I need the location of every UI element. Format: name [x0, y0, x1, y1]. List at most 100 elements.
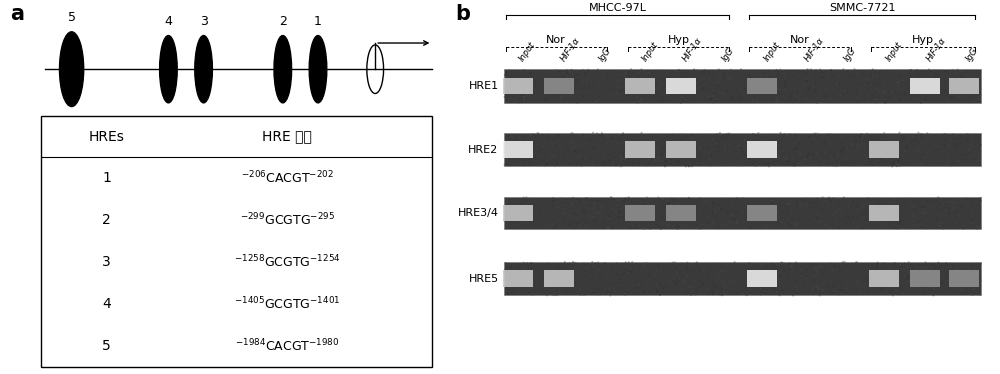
Point	[664, 274, 680, 280]
Point	[497, 162, 513, 168]
Point	[831, 224, 847, 230]
Point	[932, 287, 948, 293]
Point	[798, 275, 814, 281]
Point	[740, 280, 756, 286]
Point	[807, 266, 823, 272]
Point	[517, 70, 533, 76]
Point	[966, 265, 982, 271]
Point	[814, 220, 830, 226]
Point	[774, 145, 790, 151]
Point	[722, 200, 738, 206]
Point	[907, 137, 923, 143]
Point	[913, 284, 929, 290]
Point	[852, 132, 868, 138]
Point	[933, 212, 949, 218]
Point	[704, 84, 720, 90]
Text: HIF-1α: HIF-1α	[681, 36, 704, 63]
Point	[878, 72, 894, 78]
Point	[598, 275, 614, 280]
Point	[668, 288, 684, 294]
Point	[961, 95, 977, 101]
Point	[507, 225, 523, 231]
Point	[938, 93, 954, 99]
Point	[647, 79, 663, 85]
Point	[670, 91, 686, 97]
Point	[868, 97, 884, 103]
Point	[507, 93, 523, 99]
Point	[545, 195, 561, 201]
Point	[851, 79, 867, 85]
Point	[898, 79, 914, 85]
Point	[624, 268, 640, 274]
Point	[647, 157, 663, 163]
Point	[619, 199, 635, 205]
Point	[620, 284, 636, 290]
Point	[840, 145, 856, 151]
Point	[810, 285, 826, 291]
Point	[754, 288, 770, 294]
Point	[667, 216, 683, 222]
Point	[676, 277, 692, 283]
Point	[716, 139, 732, 145]
Point	[971, 148, 987, 154]
Point	[692, 87, 708, 93]
Point	[902, 71, 918, 77]
Point	[578, 70, 594, 76]
Point	[500, 85, 516, 91]
Point	[850, 275, 866, 280]
Point	[847, 66, 863, 72]
Point	[614, 95, 630, 101]
Point	[646, 139, 662, 145]
Point	[539, 261, 555, 267]
Point	[640, 81, 656, 87]
Point	[650, 218, 666, 224]
Point	[764, 96, 780, 102]
Point	[608, 135, 624, 141]
Point	[790, 95, 806, 101]
Point	[624, 149, 640, 155]
Point	[573, 199, 589, 205]
Point	[628, 272, 644, 278]
Point	[520, 96, 536, 102]
Point	[933, 201, 949, 207]
Point	[784, 262, 800, 268]
Point	[584, 157, 600, 163]
Point	[851, 162, 867, 168]
Point	[572, 146, 588, 152]
Point	[611, 136, 627, 142]
Point	[861, 156, 877, 162]
Point	[766, 263, 782, 269]
Point	[781, 98, 797, 104]
Point	[746, 94, 762, 99]
Point	[584, 197, 600, 203]
Point	[814, 146, 830, 152]
Point	[755, 282, 771, 288]
Point	[891, 146, 907, 152]
Point	[788, 283, 804, 289]
Point	[570, 221, 586, 227]
Text: 3: 3	[102, 255, 111, 269]
Point	[761, 147, 777, 153]
Point	[707, 162, 723, 168]
Point	[522, 199, 538, 205]
Point	[653, 160, 669, 166]
Text: Input: Input	[518, 40, 537, 63]
Point	[581, 76, 597, 82]
Point	[835, 91, 851, 97]
Point	[789, 279, 805, 285]
Point	[635, 223, 651, 229]
Point	[672, 269, 688, 275]
Bar	[869, 141, 899, 158]
Point	[725, 279, 741, 285]
Point	[780, 69, 796, 75]
Point	[778, 68, 794, 74]
Point	[547, 91, 563, 97]
Point	[785, 160, 801, 166]
Point	[536, 163, 552, 169]
Point	[762, 79, 778, 85]
Point	[509, 268, 525, 274]
Point	[558, 74, 574, 80]
Point	[524, 151, 540, 157]
Point	[874, 224, 890, 230]
Point	[794, 162, 810, 168]
